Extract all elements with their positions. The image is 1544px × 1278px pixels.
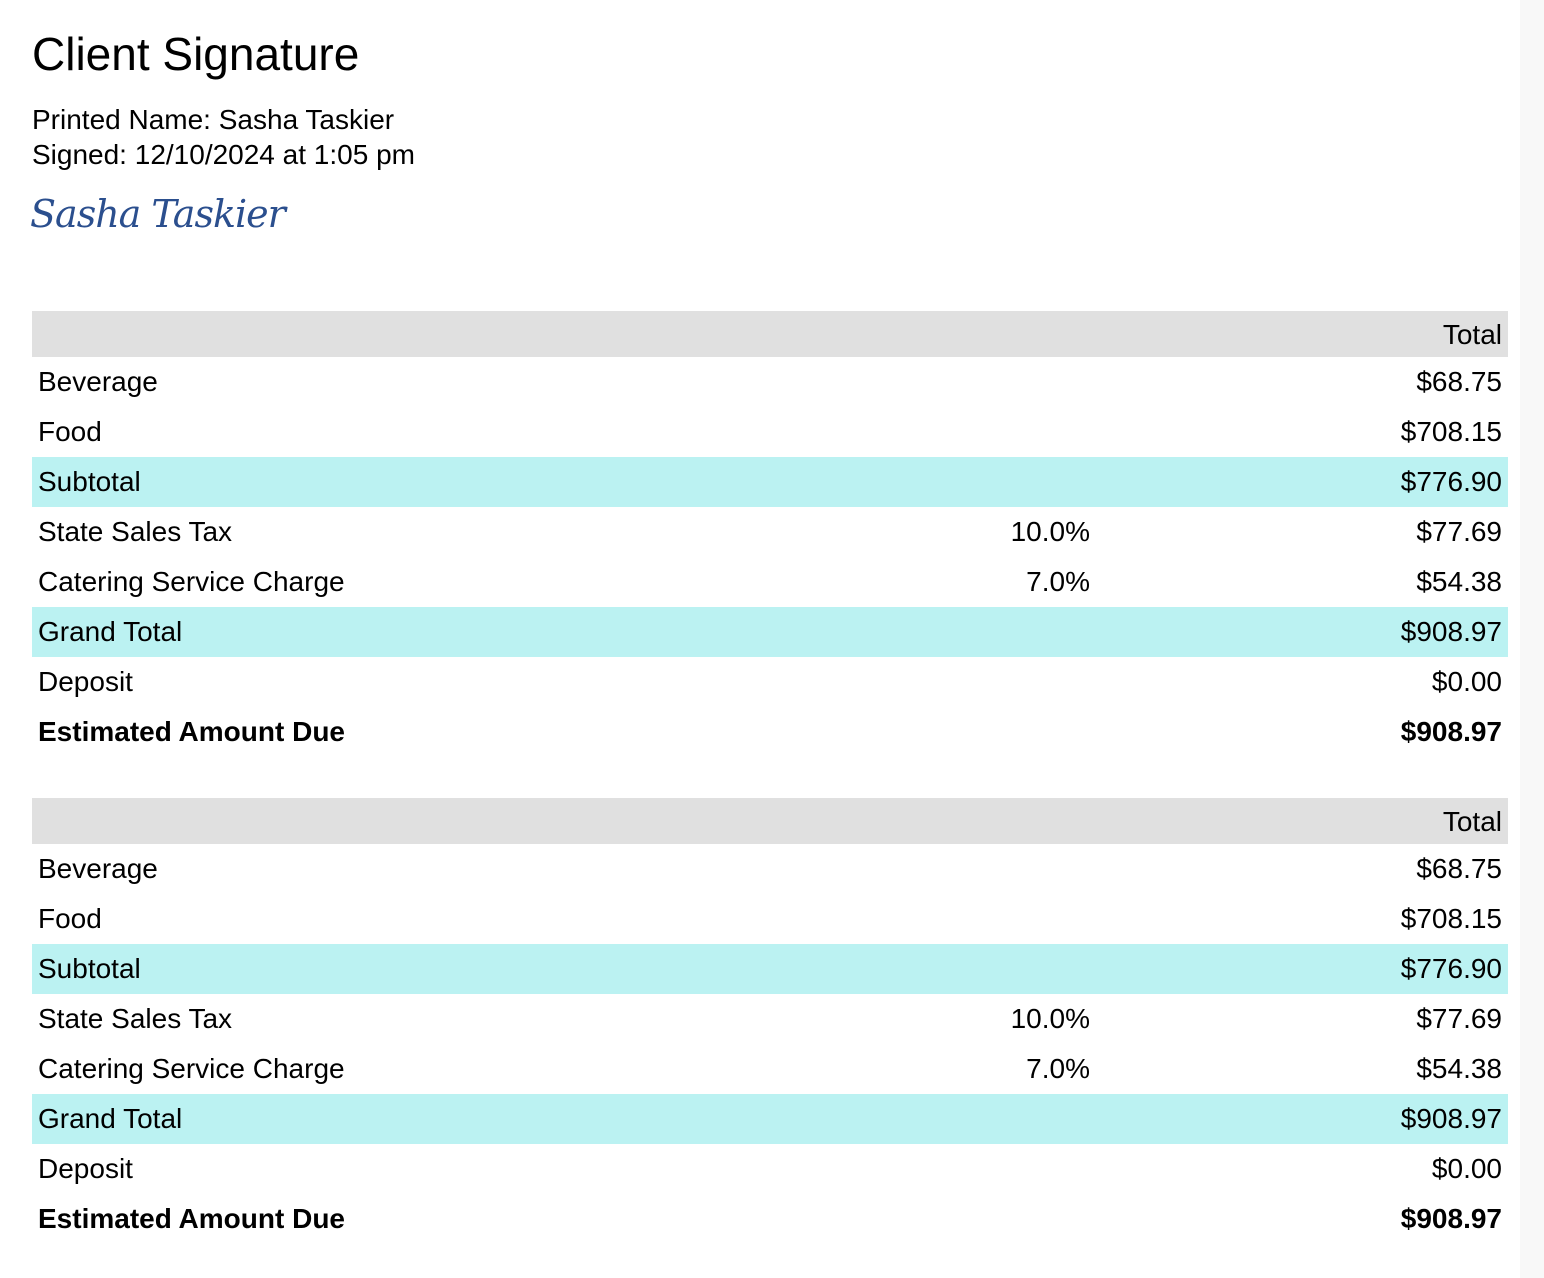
table-row: Beverage $68.75: [32, 844, 1508, 894]
table-row: Catering Service Charge 7.0% $54.38: [32, 1044, 1508, 1094]
table-row: Catering Service Charge 7.0% $54.38: [32, 557, 1508, 607]
table-row: Grand Total $908.97: [32, 1094, 1508, 1144]
row-label: Beverage: [38, 366, 158, 397]
row-total: $0.00: [1431, 666, 1502, 697]
row-label: Deposit: [38, 666, 133, 697]
table-row: Beverage $68.75: [32, 357, 1508, 407]
row-label: Grand Total: [38, 616, 183, 647]
signer-info: Printed Name: Sasha Taskier Signed: 12/1…: [32, 102, 415, 172]
row-label: Catering Service Charge: [38, 566, 345, 597]
row-total: $908.97: [1400, 716, 1502, 747]
table-row: Deposit $0.00: [32, 1144, 1508, 1194]
table-row: State Sales Tax 10.0% $77.69: [32, 507, 1508, 557]
row-total: $708.15: [1400, 903, 1502, 934]
table-row: Estimated Amount Due $908.97: [32, 1194, 1508, 1242]
row-total: $708.15: [1400, 416, 1502, 447]
printed-name: Printed Name: Sasha Taskier: [32, 104, 395, 135]
table-row: State Sales Tax 10.0% $77.69: [32, 994, 1508, 1044]
row-label: Subtotal: [38, 466, 141, 497]
row-total: $776.90: [1400, 466, 1502, 497]
table-header: Total: [32, 311, 1508, 357]
header-cell: Total: [1442, 319, 1502, 350]
row-total: $908.97: [1400, 1103, 1502, 1134]
row-rate: 10.0%: [1010, 1003, 1090, 1034]
totals-table: Total Beverage $68.75 Food $708.15 Subtotal $7…: [32, 311, 1508, 755]
row-label: Food: [38, 416, 102, 447]
table-row: Subtotal $776.90: [32, 944, 1508, 994]
row-total: $908.97: [1400, 616, 1502, 647]
row-label: Estimated Amount Due: [38, 716, 345, 747]
row-rate: 7.0%: [1026, 1053, 1090, 1084]
row-total: $77.69: [1416, 1003, 1502, 1034]
row-label: Deposit: [38, 1153, 133, 1184]
totals-table: Total Beverage $68.75 Food $708.15 Subtotal $7…: [32, 798, 1508, 1242]
row-rate: 10.0%: [1010, 516, 1090, 547]
row-rate: 7.0%: [1026, 566, 1090, 597]
row-label: State Sales Tax: [38, 516, 233, 547]
signed-date: Signed: 12/10/2024 at 1:05 pm: [32, 139, 415, 170]
table-row: Food $708.15: [32, 407, 1508, 457]
row-label: Grand Total: [38, 1103, 183, 1134]
header-cell: Total: [1442, 806, 1502, 837]
table-row: Food $708.15: [32, 894, 1508, 944]
row-total: $54.38: [1416, 1053, 1502, 1084]
row-label: Estimated Amount Due: [38, 1203, 345, 1234]
row-total: $776.90: [1400, 953, 1502, 984]
row-total: $908.97: [1400, 1203, 1502, 1234]
table-header: Total: [32, 798, 1508, 844]
row-label: State Sales Tax: [38, 1003, 233, 1034]
row-total: $54.38: [1416, 566, 1502, 597]
row-total: $68.75: [1416, 853, 1502, 884]
table-row: Subtotal $776.90: [32, 457, 1508, 507]
table-row: Estimated Amount Due $908.97: [32, 707, 1508, 755]
row-total: $68.75: [1416, 366, 1502, 397]
row-label: Subtotal: [38, 953, 141, 984]
table-row: Grand Total $908.97: [32, 607, 1508, 657]
margin-strip: [1520, 0, 1544, 1278]
row-label: Food: [38, 903, 102, 934]
row-label: Catering Service Charge: [38, 1053, 345, 1084]
signature: Sasha Taskier: [30, 192, 286, 236]
row-total: $0.00: [1431, 1153, 1502, 1184]
row-total: $77.69: [1416, 516, 1502, 547]
title: Client Signature: [32, 28, 360, 80]
row-label: Beverage: [38, 853, 158, 884]
table-row: Deposit $0.00: [32, 657, 1508, 707]
